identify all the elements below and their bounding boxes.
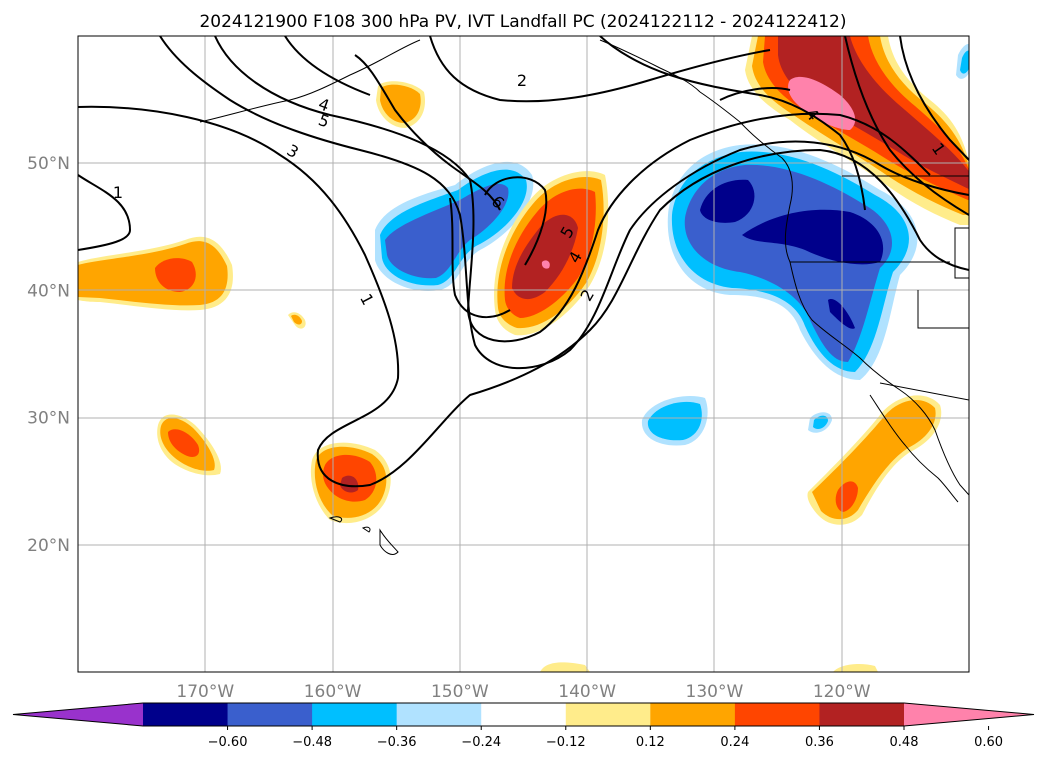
latitude-labels: 50°N 40°N 30°N 20°N (27, 154, 70, 556)
negative-region-small (641, 43, 969, 446)
colorbar-tick-label: −0.60 (208, 735, 248, 750)
colorbar-extend-high (904, 703, 1034, 726)
latitude-tick-label: 30°N (27, 409, 70, 429)
colorbar-tick-label: 0.48 (890, 735, 919, 750)
negative-region-central (375, 161, 534, 291)
colorbar-outline (12, 702, 1035, 727)
longitude-labels: 170°W 160°W 150°W 140°W 130°W 120°W (176, 682, 870, 702)
latitude-tick-label: 40°N (27, 281, 70, 301)
positive-region-northeast (745, 36, 969, 225)
colorbar-bin (227, 703, 313, 726)
figure-title: 2024121900 F108 300 hPa PV, IVT Landfall… (199, 12, 846, 32)
longitude-tick-label: 120°W (813, 682, 871, 702)
colorbar-bin (819, 703, 905, 726)
colorbar-tick-label: 0.12 (636, 735, 665, 750)
colorbar-bin (481, 703, 567, 726)
contour-label: 2 (517, 71, 527, 90)
positive-region-west (78, 236, 306, 329)
pv-contours (78, 36, 969, 488)
colorbar-tick-label: 0.24 (720, 735, 749, 750)
longitude-tick-label: 130°W (686, 682, 744, 702)
colorbar-tick-label: 0.36 (805, 735, 834, 750)
colorbar-bin (143, 703, 229, 726)
longitude-tick-label: 150°W (431, 682, 489, 702)
colorbar-tick-label: −0.36 (377, 735, 417, 750)
longitude-tick-label: 170°W (176, 682, 234, 702)
colorbar-bin (734, 703, 820, 726)
latitude-tick-label: 50°N (27, 154, 70, 174)
colorbar-tick-label: −0.12 (546, 735, 586, 750)
colorbar-tick-label: −0.48 (292, 735, 332, 750)
colorbar-extend-low (13, 703, 143, 726)
colorbar-bin (396, 703, 482, 726)
contour-label: 1 (113, 183, 123, 202)
colorbar-tick-label: 0.60 (974, 735, 1003, 750)
colorbar-tick-label: −0.24 (461, 735, 501, 750)
longitude-tick-label: 140°W (558, 682, 616, 702)
colorbar: −0.60 −0.48 −0.36 −0.24 −0.12 0.12 0.24 0.36 0.4… (12, 702, 1035, 750)
map-frame (77, 35, 970, 673)
colorbar-bin (565, 703, 651, 726)
colorbar-bin (650, 703, 736, 726)
longitude-tick-label: 160°W (304, 682, 362, 702)
latitude-tick-label: 20°N (27, 536, 70, 556)
colorbar-bin (312, 703, 398, 726)
positive-region-baja (376, 81, 942, 672)
map-area: 1 1 2 2 3 4 4 5 5 6 1 4 50°N40°N30°N20°N… (27, 35, 970, 702)
coastlines (199, 39, 969, 555)
